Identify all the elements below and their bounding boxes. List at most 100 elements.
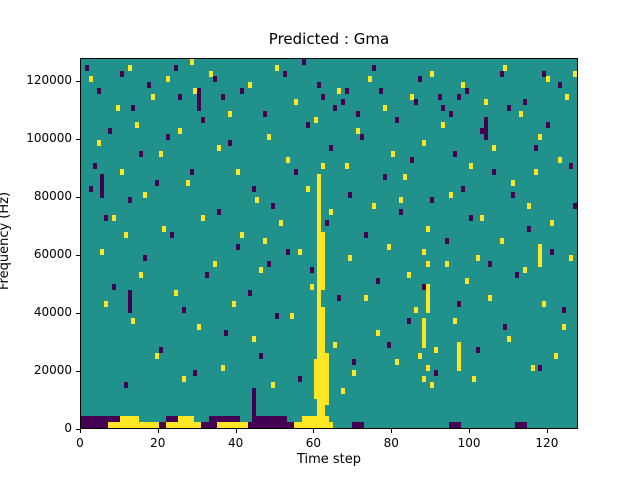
x-tick-mark [469,429,471,433]
heatmap-cell [317,306,322,313]
heatmap-cell [433,347,438,354]
heatmap-cell [100,249,105,256]
heatmap-cell [92,162,97,169]
heatmap-cell [146,82,151,89]
heatmap-cell [305,422,310,428]
heatmap-cell [410,157,415,164]
heatmap-cell [119,70,124,77]
heatmap-cell [220,416,225,423]
heatmap-cell [267,260,271,267]
heatmap-cell [177,416,182,423]
heatmap-cell [112,416,116,423]
heatmap-cell [208,422,213,428]
heatmap-cell [398,197,403,204]
heatmap-cell [538,249,543,256]
heatmap-cell [538,255,543,262]
heatmap-cell [363,295,368,302]
heatmap-cell [522,99,527,106]
heatmap-cell [321,335,326,342]
heatmap-cell [332,105,337,112]
heatmap-cell [270,381,275,388]
heatmap-cell [425,289,430,296]
heatmap-cell [317,422,322,428]
heatmap-cell [542,301,547,308]
heatmap-cell [317,249,322,256]
heatmap-cell [313,393,318,400]
heatmap-cell [305,185,310,192]
heatmap-cell [456,422,461,428]
heatmap-cell [108,416,113,423]
heatmap-cell [321,416,326,423]
heatmap-cell [317,416,322,423]
heatmap-cell [511,191,516,198]
heatmap-cell [526,226,531,233]
heatmap-cell [538,243,543,250]
heatmap-cell [453,318,457,325]
heatmap-cell [131,422,136,428]
heatmap-cell [317,220,322,227]
heatmap-cell [402,174,407,181]
y-tick-mark [76,255,80,257]
heatmap-cell [561,324,566,331]
x-tick-mark [546,429,548,433]
heatmap-cell [313,364,318,371]
heatmap-cell [367,76,372,83]
heatmap-cell [476,255,481,262]
heatmap-cell [247,82,252,89]
y-tick-mark [76,429,80,430]
heatmap-cell [104,422,109,428]
heatmap-cell [425,306,430,313]
heatmap-cell [193,370,198,377]
heatmap-cell [410,93,415,100]
heatmap-cell [503,64,508,71]
heatmap-cell [317,289,322,296]
heatmap-cell [387,243,392,250]
heatmap-cell [484,122,488,129]
heatmap-cell [274,422,279,428]
heatmap-cell [317,191,322,198]
heatmap-cell [220,364,225,371]
heatmap-cell [181,306,186,313]
heatmap-cell [255,197,260,204]
heatmap-cell [270,422,275,428]
heatmap-cell [220,93,225,100]
heatmap-cell [499,70,504,77]
heatmap-cell [84,422,89,428]
heatmap-cell [317,283,322,290]
heatmap-cell [154,180,159,187]
heatmap-cell [205,422,209,428]
heatmap-cell [127,197,132,204]
heatmap-cell [360,422,364,428]
heatmap-cell [321,93,326,100]
heatmap-cell [123,231,128,238]
heatmap-cell [549,220,554,227]
heatmap-cell [294,422,299,428]
heatmap-cell [321,393,326,400]
heatmap-cell [239,231,244,238]
y-tick-mark [76,371,80,373]
heatmap-cell [437,93,442,100]
y-tick-mark [76,313,80,315]
heatmap-cell [127,295,132,302]
heatmap-cell [88,422,93,428]
heatmap-cell [274,312,279,319]
heatmap-cell [317,353,322,360]
heatmap-cell [104,214,109,221]
heatmap-cell [522,422,527,428]
heatmap-cell [119,416,124,423]
heatmap-cell [375,278,380,285]
heatmap-cell [251,404,256,411]
heatmap-cell [139,422,144,428]
y-tick-label: 80000 [33,189,72,204]
heatmap-cell [487,260,492,267]
heatmap-cell [224,422,229,428]
heatmap-cell [174,64,178,71]
heatmap-cell [453,422,457,428]
heatmap-cell [263,416,268,423]
heatmap-cell [484,133,488,140]
heatmap-cell [356,422,361,428]
heatmap-cell [565,93,570,100]
heatmap-cell [449,422,454,428]
heatmap-cell [239,422,244,428]
heatmap-cell [216,422,221,428]
